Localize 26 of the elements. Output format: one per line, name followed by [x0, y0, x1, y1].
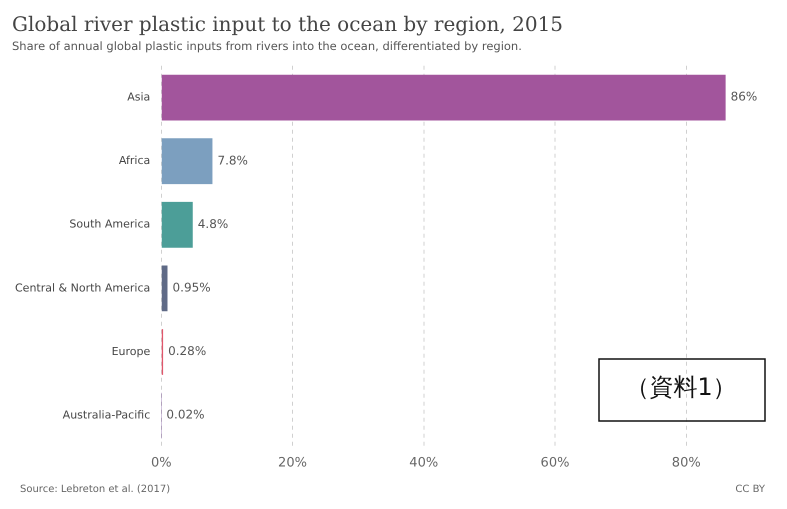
chart-subtitle: Share of annual global plastic inputs from rivers into the ocean, differentiated by region. — [12, 38, 522, 53]
bar — [162, 266, 168, 312]
data-label: 4.8% — [198, 216, 228, 231]
source-note: Source: Lebreton et al. (2017) — [20, 484, 170, 495]
data-label: 0.02% — [166, 408, 205, 422]
data-label: 86% — [730, 90, 758, 104]
y-tick-label: Africa — [118, 154, 150, 168]
bar — [162, 138, 212, 184]
y-tick-label: Europe — [112, 344, 150, 358]
data-label: 0.95% — [172, 280, 211, 295]
bar — [162, 74, 726, 120]
y-tick-label: Asia — [127, 90, 150, 104]
y-tick-label: South America — [69, 218, 150, 231]
x-tick-label: 0% — [150, 456, 172, 471]
x-tick-label: 20% — [278, 456, 307, 471]
x-tick-label: 80% — [672, 456, 701, 471]
annotation: （資料1） — [625, 373, 737, 402]
x-tick-label: 60% — [540, 456, 570, 471]
text: CC BY — [735, 484, 766, 495]
y-tick-label: Central & North America — [14, 281, 150, 294]
x-tick-label: 40% — [409, 456, 438, 471]
data-label: 7.8% — [217, 153, 248, 168]
y-tick-label: Australia-Pacific — [62, 408, 150, 422]
chart-title: Global river plastic input to the ocean by region, 2015 — [12, 12, 564, 36]
bar — [162, 202, 193, 248]
data-label: 0.28% — [168, 344, 206, 358]
